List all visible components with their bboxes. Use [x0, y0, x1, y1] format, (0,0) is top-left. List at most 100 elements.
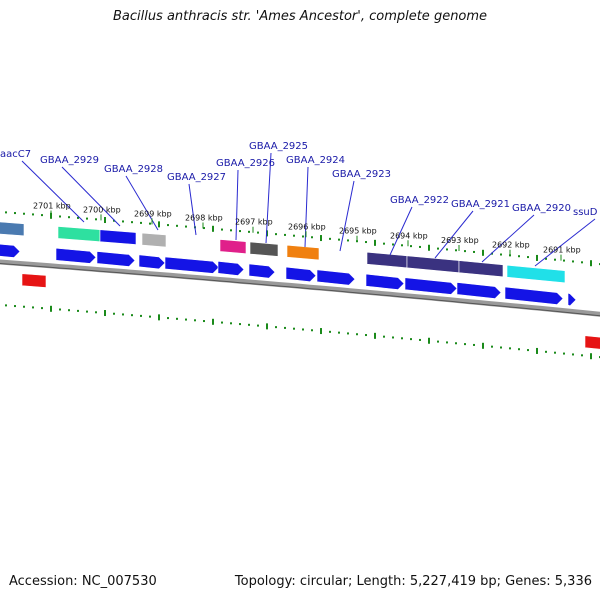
gene-label: GBAA_2925: [249, 141, 308, 152]
outer-tick-mark: [131, 221, 133, 224]
feature-lower-cds: [567, 292, 577, 307]
outer-tick-mark: [167, 224, 169, 227]
outer-tick-mark: [158, 221, 160, 228]
inner-tick-mark: [248, 323, 250, 326]
outer-tick-mark: [32, 213, 34, 216]
scale-tick-label: 2697 kbp: [235, 218, 273, 227]
inner-tick-mark: [392, 336, 394, 339]
feature-lower-cds: [316, 269, 356, 286]
outer-tick-mark: [572, 260, 574, 263]
feature-upper: [249, 241, 279, 257]
inner-tick-mark: [86, 310, 88, 313]
inner-tick-mark: [464, 343, 466, 346]
inner-tick-mark: [284, 326, 286, 329]
inner-tick-mark: [509, 347, 511, 350]
inner-tick-mark: [518, 348, 520, 351]
inner-tick-mark: [167, 317, 169, 320]
gene-leader-line: [188, 183, 197, 236]
feature-upper: [219, 239, 247, 254]
scale-tick-label: 2700 kbp: [83, 205, 121, 214]
inner-tick-mark: [455, 342, 457, 345]
outer-tick-mark: [311, 236, 313, 239]
outer-tick-mark: [473, 250, 475, 253]
feature-tracks: [0, 221, 600, 350]
gene-labels: aacC7 GBAA_2929 GBAA_2928 GBAA_2927 GBAA_292…: [0, 141, 598, 218]
inner-tick-mark: [257, 324, 259, 327]
outer-tick-mark: [95, 218, 97, 221]
feature-upper: [458, 260, 504, 278]
outer-tick-mark: [275, 233, 277, 236]
outer-tick-mark: [464, 250, 466, 253]
inner-tick-mark: [437, 340, 439, 343]
gene-leader-line: [235, 169, 239, 241]
inner-tick-mark: [590, 353, 592, 360]
scale-tick-label: 2692 kbp: [492, 241, 530, 250]
inner-tick-mark: [347, 332, 349, 335]
inner-tick-mark: [212, 318, 214, 325]
inner-tick-mark: [230, 322, 232, 325]
inner-tick-mark: [41, 307, 43, 310]
inner-tick-mark: [536, 347, 538, 354]
inner-tick-mark: [5, 304, 7, 307]
outer-tick-mark: [185, 225, 187, 228]
outer-tick-mark: [545, 257, 547, 260]
inner-tick-mark: [311, 329, 313, 332]
backbone-circle: [0, 259, 600, 317]
inner-tick-mark: [77, 309, 79, 312]
feature-lower-cds: [55, 247, 97, 264]
outer-tick-mark: [365, 241, 367, 244]
outer-tick-mark: [554, 258, 556, 261]
outer-tick-mark: [374, 239, 376, 246]
outer-tick-mark: [428, 244, 430, 251]
gene-label: GBAA_2922: [390, 195, 449, 206]
inner-tick-mark: [473, 343, 475, 346]
outer-tick-mark: [329, 237, 331, 240]
gene-label: GBAA_2929: [40, 155, 99, 166]
inner-tick-mark: [176, 317, 178, 320]
outer-tick-mark: [104, 217, 106, 224]
scale-tick-label: 2699 kbp: [134, 209, 172, 218]
outer-tick-mark: [563, 259, 565, 262]
outer-tick-mark: [23, 212, 25, 215]
outer-tick-mark: [221, 228, 223, 231]
inner-tick-mark: [32, 306, 34, 309]
inner-tick-mark: [113, 312, 115, 315]
outer-tick-mark: [320, 235, 322, 242]
inner-tick-mark: [59, 308, 61, 311]
inner-ticks: [5, 304, 600, 360]
feature-upper: [286, 244, 320, 261]
outer-tick-mark: [518, 255, 520, 258]
inner-tick-mark: [401, 337, 403, 340]
inner-tick-mark: [491, 345, 493, 348]
inner-tick-mark: [266, 323, 268, 330]
inner-tick-mark: [131, 314, 133, 317]
outer-tick-mark: [302, 235, 304, 238]
feature-lower-cds: [504, 286, 564, 305]
inner-tick-mark: [410, 338, 412, 341]
feature-upper: [141, 232, 167, 248]
feature-lower-cds: [217, 260, 245, 276]
feature-upper: [0, 221, 25, 237]
inner-tick-mark: [122, 313, 124, 316]
outer-tick-mark: [347, 239, 349, 242]
outer-tick-mark: [77, 216, 79, 219]
feature-upper: [506, 264, 566, 284]
feature-lower-cds: [138, 254, 166, 270]
outer-tick-mark: [122, 220, 124, 223]
feature-upper: [57, 226, 101, 243]
gene-leader-line: [21, 160, 85, 223]
outer-tick-mark: [176, 224, 178, 227]
outer-tick-mark: [581, 261, 583, 264]
scale-tick-labels: 2701 kbp 2700 kbp 2699 kbp 2698 kbp 2697 kbp…: [33, 201, 581, 261]
outer-tick-mark: [293, 234, 295, 237]
inner-tick-mark: [365, 334, 367, 337]
inner-tick-mark: [50, 305, 52, 312]
outer-tick-mark: [212, 225, 214, 232]
outer-tick-mark: [491, 252, 493, 255]
outer-tick-mark: [257, 231, 259, 234]
scale-tick-label: 2698 kbp: [185, 214, 223, 223]
inner-tick-mark: [158, 314, 160, 321]
gene-label: GBAA_2923: [332, 169, 391, 180]
inner-tick-mark: [419, 338, 421, 341]
